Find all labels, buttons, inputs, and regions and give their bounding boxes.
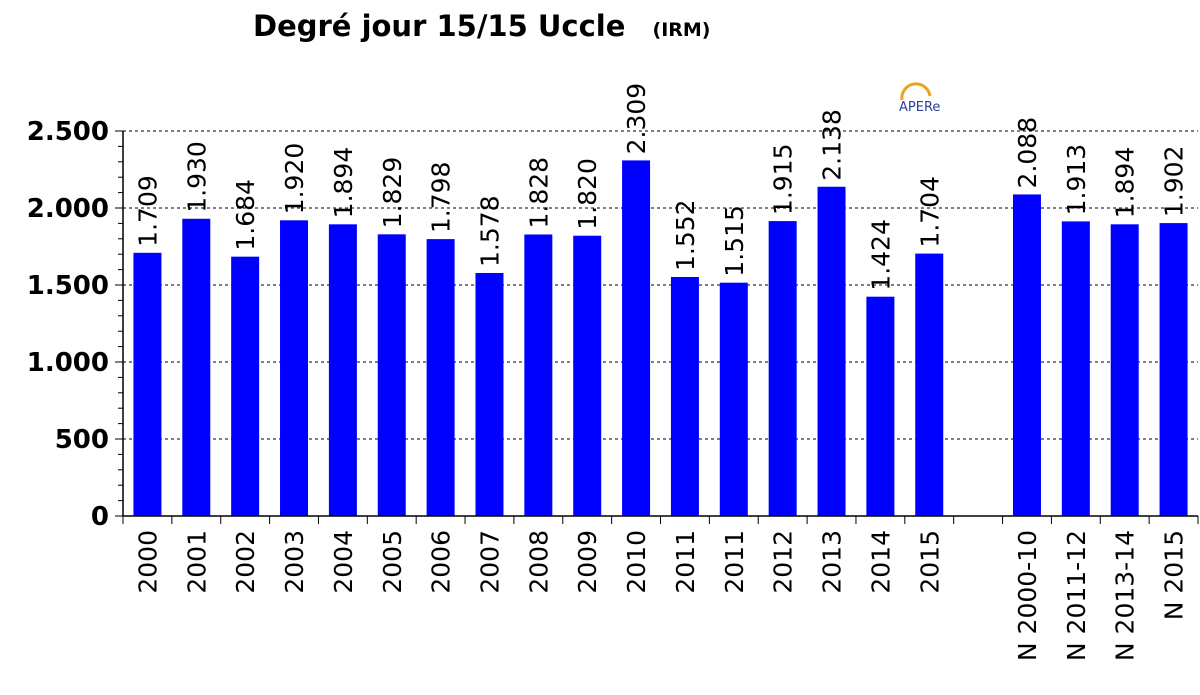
- x-tick-label: 2010: [622, 530, 651, 594]
- bar: [622, 160, 651, 516]
- bar: [866, 296, 895, 516]
- x-tick-label: 2007: [475, 530, 504, 594]
- y-tick-labels: 0 500 1.000 1.500 2.000 2.500: [27, 117, 109, 532]
- chart-title: Degré jour 15/15 Uccle (IRM): [253, 9, 711, 43]
- x-tick-label: 2005: [378, 530, 407, 594]
- data-label: 1.894: [1111, 147, 1140, 219]
- data-label: 1.829: [378, 157, 407, 229]
- bar: [133, 252, 162, 516]
- bar: [817, 186, 846, 517]
- logo-arc: [900, 82, 932, 101]
- x-tick-label: N 2015: [1160, 530, 1189, 620]
- y-tick-label: 500: [55, 425, 109, 455]
- bar: [573, 235, 602, 516]
- x-tick-label: 2015: [915, 530, 944, 594]
- bar: [915, 253, 944, 517]
- bar: [768, 221, 797, 516]
- data-label: 1.902: [1160, 146, 1189, 218]
- data-label: 1.894: [329, 147, 358, 219]
- data-label: 1.424: [866, 219, 895, 291]
- x-tick-label: 2013: [818, 530, 847, 594]
- chart-subtitle: (IRM): [653, 19, 711, 41]
- bar: [524, 234, 553, 516]
- bar: [377, 234, 406, 517]
- data-label: 1.920: [280, 143, 309, 215]
- data-label: 2.309: [622, 83, 651, 155]
- axes: [115, 130, 1199, 524]
- data-label: 1.515: [720, 205, 749, 277]
- x-tick-label: 2011: [720, 530, 749, 594]
- y-tick-label: 1.500: [27, 271, 109, 301]
- bar: [182, 218, 211, 516]
- x-tick-label: N 2011-12: [1062, 530, 1091, 661]
- data-label: 1.828: [524, 157, 553, 229]
- data-labels: 1.709 1.930 1.684 1.920 1.894 1.829 1.798 1.578…: [133, 83, 1188, 291]
- bar: [1159, 223, 1188, 517]
- x-tick-label: 2008: [524, 530, 553, 594]
- bar: [1061, 221, 1090, 516]
- data-label: 2.138: [818, 109, 847, 181]
- data-label: 1.930: [182, 141, 211, 213]
- x-tick-label: 2011: [671, 530, 700, 594]
- data-label: 1.915: [769, 144, 798, 216]
- x-tick-label: 2009: [573, 530, 602, 594]
- x-tick-label: 2012: [769, 530, 798, 594]
- bar: [280, 220, 309, 516]
- data-label: 1.704: [915, 176, 944, 248]
- x-tick-label: 2002: [231, 530, 260, 594]
- bar: [1110, 224, 1139, 516]
- chart-title-main: Degré jour 15/15 Uccle: [253, 9, 625, 43]
- data-label: 2.088: [1013, 117, 1042, 189]
- logo-text: APERe: [899, 100, 940, 115]
- y-tick-label: 2.000: [27, 194, 109, 224]
- x-tick-label: 2014: [866, 530, 895, 594]
- y-tick-label: 2.500: [27, 117, 109, 147]
- bar: [475, 272, 504, 516]
- apere-logo: APERe: [899, 82, 940, 115]
- data-label: 1.820: [573, 158, 602, 230]
- x-tick-labels: 2000 2001 2002 2003 2004 2005 2006 2007 2008 2009…: [133, 530, 1188, 661]
- bars: [133, 160, 1188, 517]
- data-label: 1.578: [475, 195, 504, 267]
- bar: [1012, 194, 1041, 516]
- x-tick-label: 2006: [427, 530, 456, 594]
- bar: [670, 276, 699, 516]
- data-label: 1.798: [427, 162, 456, 234]
- data-label: 1.709: [133, 175, 162, 247]
- x-tick-label: N 2000-10: [1013, 530, 1042, 661]
- bar: [231, 256, 260, 516]
- y-tick-label: 1.000: [27, 348, 109, 378]
- data-label: 1.552: [671, 199, 700, 271]
- x-tick-label: 2003: [280, 530, 309, 594]
- data-label: 1.684: [231, 179, 260, 251]
- x-tick-label: 2001: [182, 530, 211, 594]
- x-tick-label: 2004: [329, 530, 358, 594]
- bar: [426, 239, 455, 516]
- bar: [719, 282, 748, 516]
- bar: [328, 224, 357, 516]
- data-label: 1.913: [1062, 144, 1091, 216]
- y-tick-label: 0: [91, 502, 109, 532]
- x-tick-label: 2000: [133, 530, 162, 594]
- x-tick-label: N 2013-14: [1111, 530, 1140, 661]
